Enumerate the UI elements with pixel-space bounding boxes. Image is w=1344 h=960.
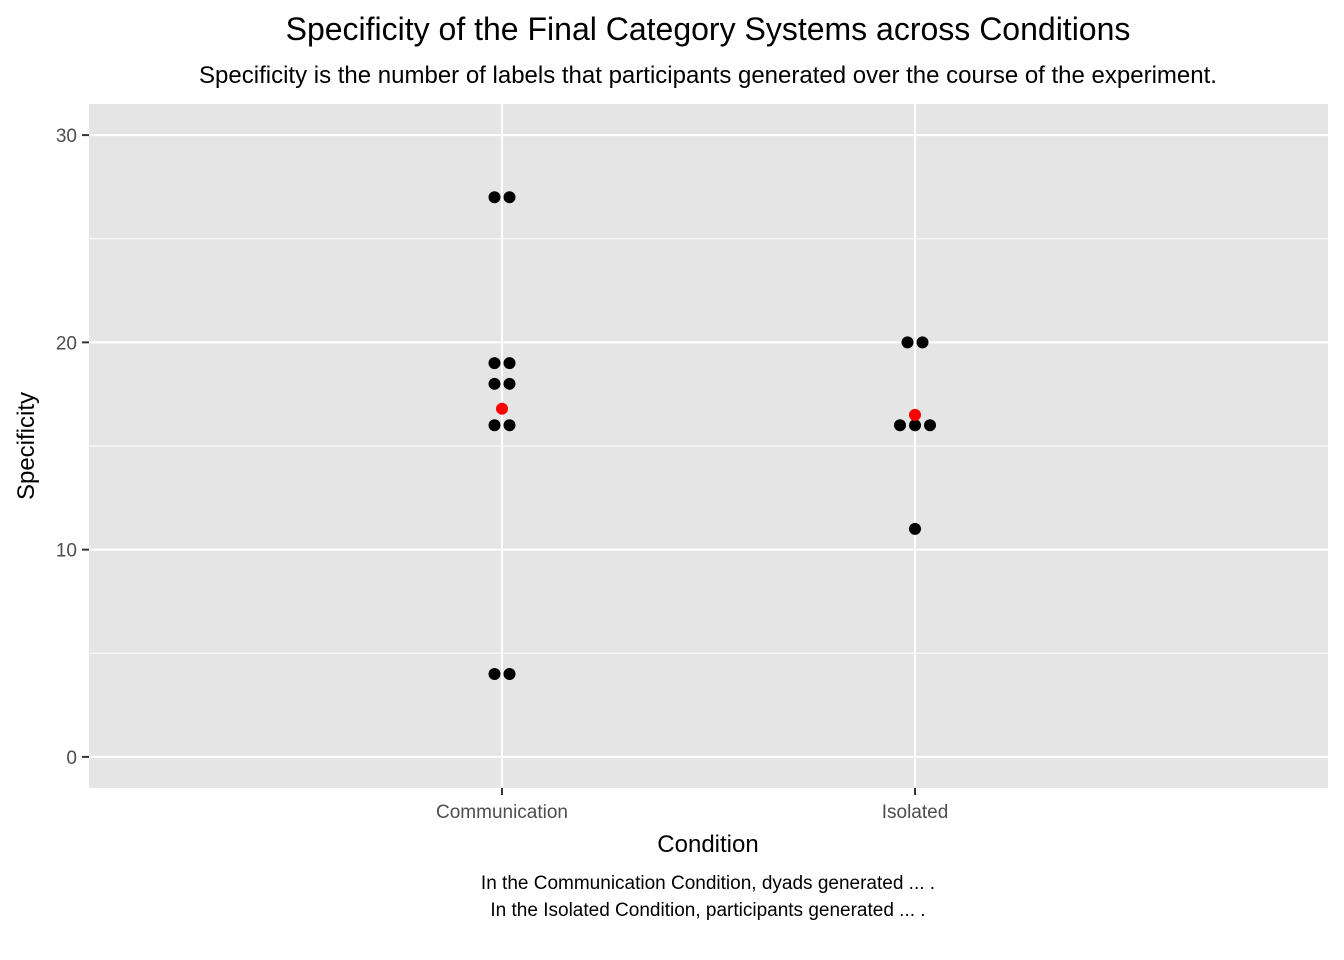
caption-line-2: In the Isolated Condition, participants … <box>490 900 925 921</box>
data-point <box>503 357 516 370</box>
minor-gridlines <box>89 238 1328 654</box>
data-point <box>916 336 929 349</box>
data-point <box>924 419 936 432</box>
data-point <box>488 377 501 390</box>
data-point <box>488 357 501 370</box>
data-point <box>488 668 501 680</box>
x-axis-title: Condition <box>657 831 758 858</box>
data-point <box>488 191 501 204</box>
chart-title: Specificity of the Final Category System… <box>286 11 1131 47</box>
x-tick-label: Communication <box>436 802 568 823</box>
data-point <box>894 419 906 432</box>
major-gridlines <box>89 104 1328 788</box>
data-point <box>488 419 501 432</box>
y-axis-title: Specificity <box>13 392 40 500</box>
x-axis: Communication Isolated <box>436 788 948 823</box>
data-point <box>503 668 516 680</box>
data-point <box>909 408 921 421</box>
y-tick-label: 10 <box>56 541 77 562</box>
data-point <box>503 419 516 432</box>
data-point <box>496 402 508 415</box>
data-point <box>909 419 921 432</box>
chart-subtitle: Specificity is the number of labels that… <box>199 62 1217 89</box>
y-tick-label: 20 <box>56 333 77 354</box>
data-point <box>503 191 516 204</box>
y-axis: 0 10 20 30 <box>56 126 89 769</box>
data-point <box>909 522 921 535</box>
y-tick-label: 30 <box>56 126 77 147</box>
points <box>488 191 936 680</box>
caption-line-1: In the Communication Condition, dyads ge… <box>481 873 935 894</box>
y-tick-label: 0 <box>66 748 77 769</box>
data-point <box>503 377 516 390</box>
x-tick-label: Isolated <box>882 802 949 823</box>
data-point <box>901 336 914 349</box>
